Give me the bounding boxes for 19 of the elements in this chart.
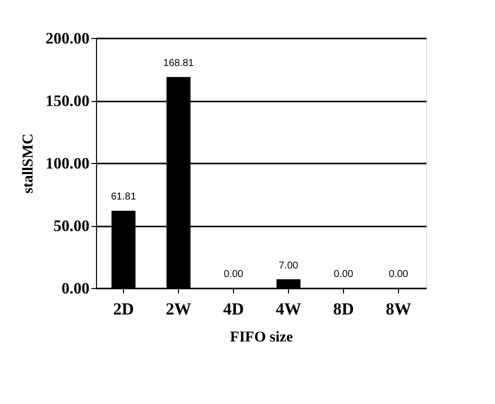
y-tick-label: 0.00 bbox=[62, 280, 90, 298]
x-tick-label: 4W bbox=[276, 300, 302, 318]
x-tick-label: 4D bbox=[223, 300, 244, 318]
y-tick-label: 200.00 bbox=[46, 30, 90, 48]
x-tick-label: 2W bbox=[166, 300, 192, 318]
y-axis-title: stallSMC bbox=[20, 134, 36, 194]
y-tick-label: 50.00 bbox=[54, 218, 90, 235]
x-axis-title: FIFO size bbox=[230, 330, 294, 346]
y-tick-label: 150.00 bbox=[46, 93, 90, 110]
x-tick-label: 8D bbox=[333, 300, 354, 318]
data-label: 0.00 bbox=[388, 269, 409, 280]
x-tick-label: 8W bbox=[386, 300, 412, 318]
data-label: 0.00 bbox=[334, 269, 354, 280]
y-tick-label: 100.00 bbox=[46, 156, 90, 172]
data-label: 7.00 bbox=[278, 260, 299, 272]
x-tick-label: 2D bbox=[113, 300, 134, 318]
data-label: 61.81 bbox=[110, 192, 136, 203]
data-label: 0.00 bbox=[224, 269, 244, 280]
data-label: 168.81 bbox=[163, 58, 194, 69]
